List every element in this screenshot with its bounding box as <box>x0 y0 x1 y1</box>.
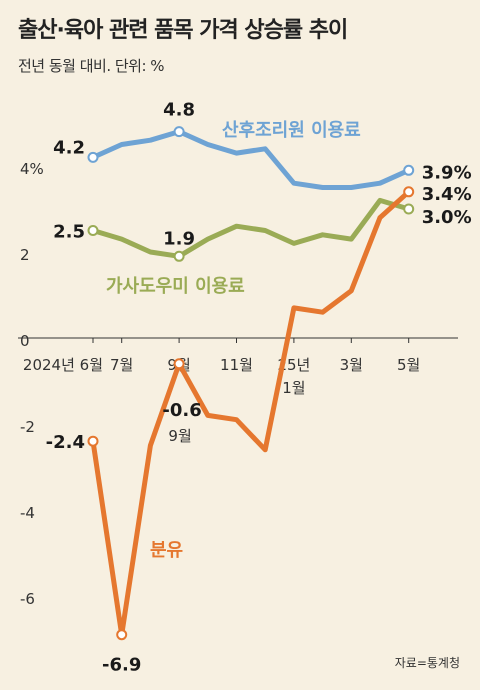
data-label-sub: 9월 <box>168 427 191 445</box>
y-tick-label: -2 <box>20 418 35 436</box>
x-tick-label: 1월 <box>282 379 305 397</box>
data-label: 4.2 <box>53 137 85 158</box>
y-tick-label: 2 <box>20 246 30 264</box>
data-label: 3.4% <box>422 184 472 205</box>
data-point-marker <box>116 629 128 641</box>
data-label: 4.8 <box>163 100 195 121</box>
y-tick-label: -6 <box>20 590 35 608</box>
data-label: 1.9 <box>163 228 195 249</box>
series-line <box>90 197 412 259</box>
data-label: 2.5 <box>53 222 85 243</box>
x-tick-label: 3월 <box>340 356 363 374</box>
x-tick-label: 5월 <box>397 356 420 374</box>
data-label: 3.9% <box>422 162 472 183</box>
data-label: -6.9 <box>102 655 141 676</box>
x-tick-label: 2024년 6월 <box>23 356 103 374</box>
series-line <box>90 129 412 190</box>
data-point-marker <box>173 358 185 370</box>
data-label: 3.0% <box>422 207 472 228</box>
series-line <box>90 189 412 638</box>
data-point-marker <box>173 250 185 262</box>
data-point-marker <box>87 151 99 163</box>
series-name-label: 산후조리원 이용료 <box>222 120 361 141</box>
chart-title: 출산·육아 관련 품목 가격 상승률 추이 <box>18 18 348 43</box>
x-tick-label: 11월 <box>220 356 253 374</box>
y-tick-label: 0 <box>20 332 30 350</box>
y-tick-label: -4 <box>20 504 35 522</box>
data-point-marker <box>403 186 415 198</box>
series-name-label: 가사도우미 이용료 <box>106 276 245 297</box>
data-point-marker <box>173 126 185 138</box>
data-point-marker <box>87 225 99 236</box>
series-name-label: 분유 <box>150 540 183 561</box>
chart-subtitle: 전년 동월 대비. 단위: % <box>18 57 165 75</box>
x-tick-label: 7월 <box>110 356 133 374</box>
data-label: -0.6 <box>162 400 201 421</box>
data-label: -2.4 <box>46 432 85 453</box>
y-tick-label: 4% <box>20 160 44 178</box>
source-note: 자료=통계청 <box>395 656 460 670</box>
data-point-marker <box>403 203 415 215</box>
data-point-marker <box>87 435 99 447</box>
data-point-marker <box>403 164 415 176</box>
